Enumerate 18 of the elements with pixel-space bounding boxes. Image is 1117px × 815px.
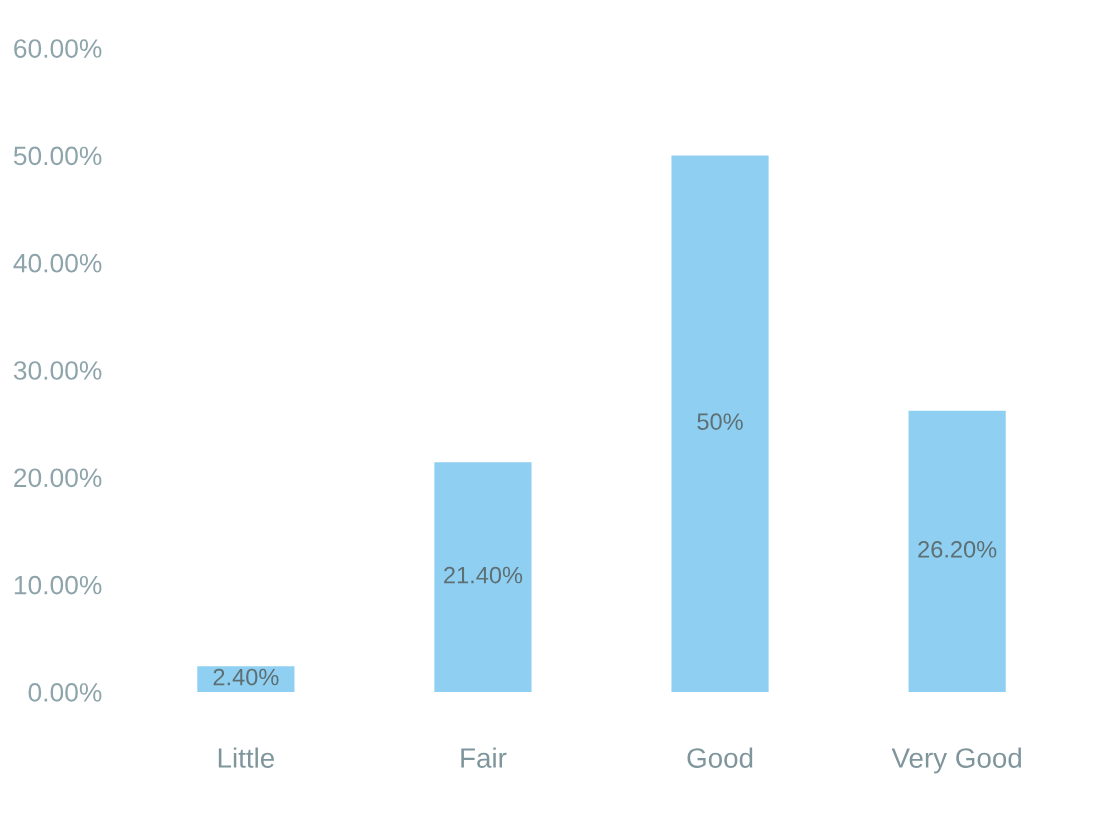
- x-tick-label: Fair: [461, 747, 507, 768]
- y-tick-label: 60.00%: [14, 39, 102, 58]
- y-tick-label: 30.00%: [13, 361, 102, 380]
- bar: [908, 410, 1006, 692]
- data-label: 21.40%: [444, 566, 523, 584]
- data-label: 50%: [697, 413, 743, 430]
- y-tick-label: 0.00%: [28, 683, 102, 702]
- bar: [671, 155, 769, 692]
- y-tick-label: 10.00%: [14, 575, 102, 595]
- y-tick-label: 20.00%: [14, 468, 102, 488]
- data-label: 2.40%: [213, 668, 279, 686]
- y-tick-label: 50.00%: [13, 146, 102, 166]
- bar: [434, 462, 532, 692]
- x-tick-label: Little: [218, 747, 274, 768]
- x-tick-label: Very Good: [891, 747, 1021, 774]
- y-tick-label: 40.00%: [13, 253, 102, 273]
- data-label: 26.20%: [918, 540, 997, 558]
- x-tick-label: Good: [687, 747, 753, 768]
